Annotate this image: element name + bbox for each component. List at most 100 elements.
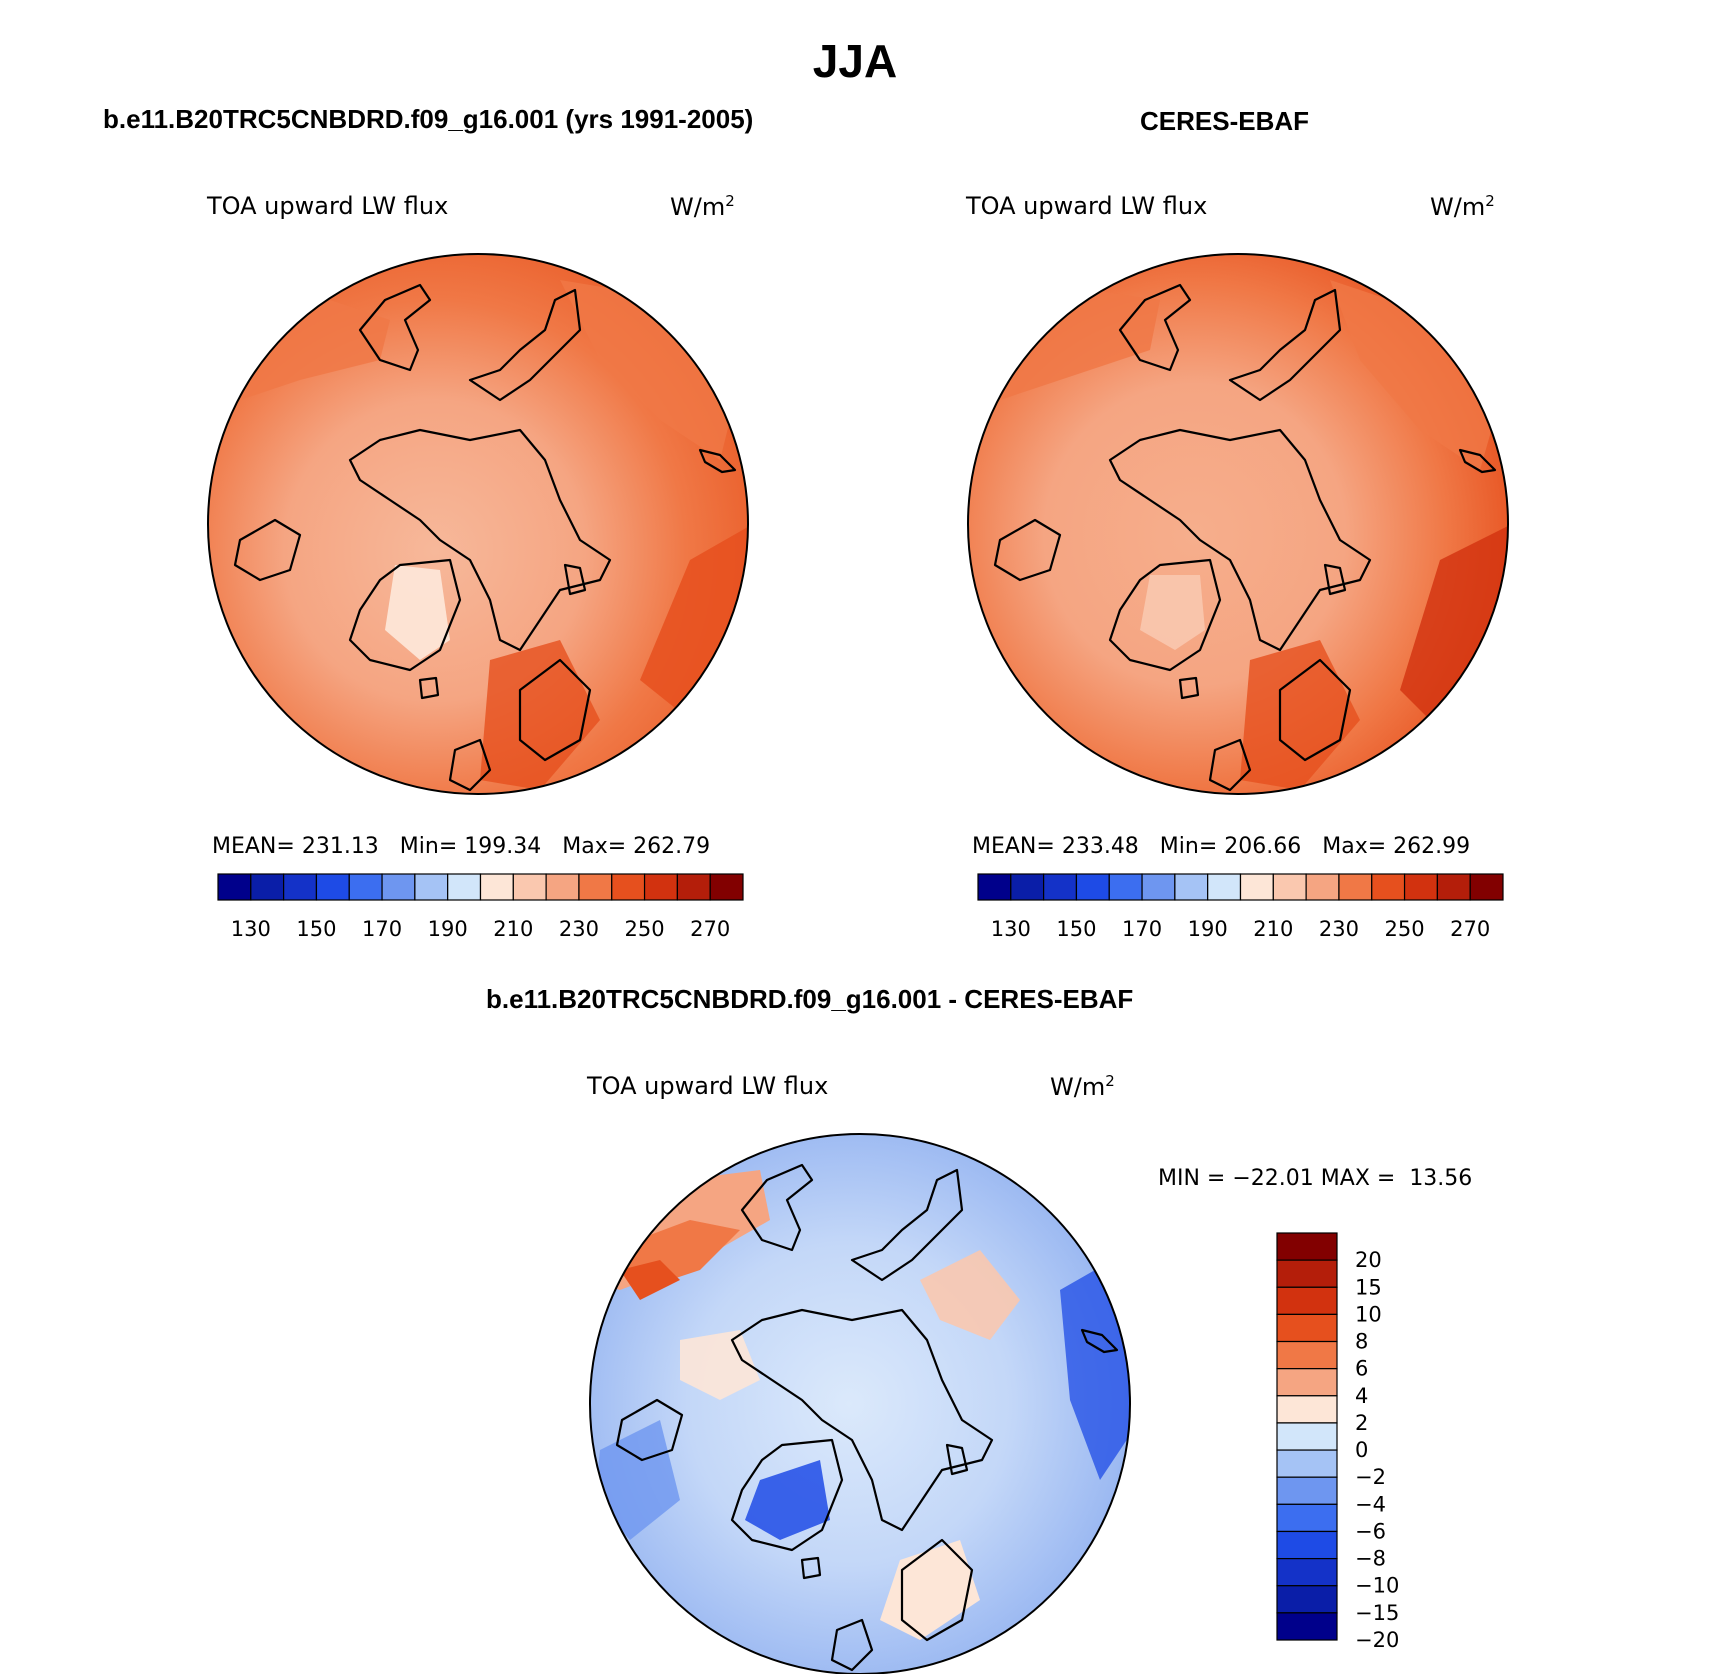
colorbar3-tick-label: 2 [1355,1411,1368,1435]
colorbar1-tick-label: 250 [625,917,665,941]
panel1-units-label: W/m2 [670,192,735,221]
colorbar1-swatch [250,873,285,901]
map1-coastline [348,558,462,672]
colorbar1-swatch [512,873,547,901]
map1-coastline [518,658,592,762]
colorbar-panel1: 130 150 170 190 210 230 250 270 [217,873,744,941]
map-panel2 [967,253,1509,795]
map2-coastline [1178,676,1200,700]
colorbar1-tick-label: 230 [559,917,599,941]
colorbar3-tick-label: −8 [1355,1547,1386,1571]
colorbar2-swatch [1272,873,1307,901]
map-panel3 [589,1133,1131,1674]
map3-coastline [1080,1328,1119,1354]
map1-field [208,254,748,794]
colorbar2-swatch [1108,873,1143,901]
panel2-mean-value: 233.48 [1061,834,1139,859]
colorbar1-tick-label: 270 [690,917,730,941]
colorbar3-tick-label: −2 [1355,1465,1386,1489]
map1-coastline [233,518,302,582]
panel1-title: b.e11.B20TRC5CNBDRD.f09_g16.001 (yrs 199… [103,104,754,134]
colorbar2-swatch [1239,873,1274,901]
map2-coastlines [993,283,1497,792]
map2-outline [967,253,1509,795]
map2-coastline [1208,738,1252,792]
colorbar2-swatch [1338,873,1373,901]
map3-patch [595,1420,680,1540]
colorbar1-swatch [283,873,318,901]
panel1-min-value: 199.34 [464,834,542,859]
colorbar2-tick-label: 230 [1319,917,1359,941]
map3-coastline [615,1398,684,1462]
map3-coastline [730,1308,994,1532]
map3-outline [589,1133,1131,1674]
map1-patch [480,640,600,790]
colorbar1-swatch [643,873,678,901]
colorbar1-tick-label: 170 [362,917,402,941]
colorbar3-tick-label: 8 [1355,1330,1368,1354]
colorbar3-swatch [1276,1313,1338,1343]
map3-patch [620,1260,680,1300]
panel2-min-value: 206.66 [1224,834,1302,859]
colorbar2-swatch [1371,873,1406,901]
panel2-units-label: W/m2 [1430,192,1495,221]
colorbar3-swatch [1276,1286,1338,1316]
colorbar3-swatch [1276,1259,1338,1288]
map3-coastline [730,1438,844,1552]
map3-coastline [800,1556,822,1580]
colorbar2-swatch [1174,873,1209,901]
colorbar1-swatch [217,873,252,901]
map3-patch [745,1460,830,1540]
colorbar3-swatch [1276,1449,1338,1478]
panel2-title: CERES-EBAF [1140,106,1310,136]
map3-patch [680,1330,760,1400]
colorbar1-swatch [414,873,449,901]
panel1-stats: MEAN= 231.13 Min= 199.34 Max= 262.79 [212,834,711,859]
colorbar3-tick-label: −6 [1355,1519,1386,1543]
colorbar2-swatch [1305,873,1340,901]
colorbar2-swatch [1469,873,1504,901]
colorbar1-tick-label: 190 [428,917,468,941]
map2-coastline [1108,558,1222,672]
map1-coastline [348,428,612,652]
colorbar2-tick-label: 210 [1253,917,1293,941]
colorbar2-swatch [1207,873,1242,901]
colorbar3-tick-label: −10 [1355,1574,1399,1598]
colorbar1-swatch [545,873,580,901]
colorbar3-tick-label: 10 [1355,1302,1382,1326]
colorbar3-swatch [1276,1557,1338,1587]
map2-coastline [1118,283,1192,372]
main-title: JJA [812,35,898,87]
map2-coastline [1323,563,1347,596]
colorbar3-swatch [1276,1340,1338,1370]
map1-coastlines [233,283,737,792]
colorbar3-swatch [1276,1395,1338,1424]
colorbar3-tick-label: −15 [1355,1601,1399,1625]
colorbar2-tick-label: 190 [1188,917,1228,941]
colorbar1-tick-label: 130 [231,917,271,941]
map2-patch [1330,280,1500,470]
panel2-max-value: 262.99 [1393,834,1471,859]
map3-patch [920,1250,1020,1340]
colorbar3-swatch [1276,1503,1338,1533]
colorbar2-swatch [1141,873,1176,901]
colorbar1-tick-label: 210 [493,917,533,941]
colorbar3-swatch [1276,1422,1338,1451]
colorbar3-swatch [1276,1612,1338,1641]
map3-coastlines [615,1163,1119,1672]
colorbar3-swatch [1276,1232,1338,1261]
map-panel1 [207,253,749,795]
colorbar1-swatch [676,873,711,901]
map3-coastline [740,1163,814,1252]
map2-patch [1240,640,1360,790]
map1-patch [385,565,450,660]
map2-coastline [1108,428,1372,652]
panel1-mean-value: 231.13 [301,834,379,859]
colorbar2-swatch [1010,873,1045,901]
panel2-stats: MEAN= 233.48 Min= 206.66 Max= 262.99 [972,834,1471,859]
colorbar2-swatch [1043,873,1078,901]
map2-patch [1140,575,1205,650]
panel3-min-value: −22.01 [1232,1166,1314,1191]
colorbar1-swatch [578,873,613,901]
panel1-max-value: 262.79 [633,834,711,859]
